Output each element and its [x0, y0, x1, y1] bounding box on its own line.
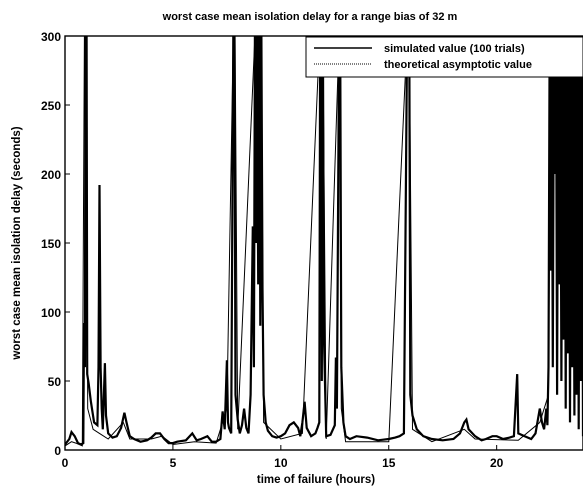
- x-tick-label: 5: [170, 456, 177, 470]
- legend-label-theoretical: theoretical asymptotic value: [384, 59, 532, 71]
- chart-title: worst case mean isolation delay for a ra…: [162, 11, 458, 23]
- series-simulated-line: [65, 36, 583, 446]
- y-tick-label: 300: [41, 30, 61, 44]
- legend: simulated value (100 trials) theoretical…: [305, 36, 583, 78]
- x-axis-label: time of failure (hours): [257, 474, 375, 486]
- legend-box: [305, 36, 583, 78]
- y-tick-label: 0: [54, 444, 61, 458]
- y-tick-label: 200: [41, 168, 61, 182]
- legend-label-simulated: simulated value (100 trials): [384, 43, 525, 55]
- series-theoretical-line: [65, 36, 583, 447]
- y-tick-label: 50: [48, 375, 62, 389]
- y-tick-label: 100: [41, 306, 61, 320]
- y-axis-label: worst case mean isolation delay (seconds…: [11, 126, 23, 360]
- x-tick-label: 10: [274, 456, 288, 470]
- series-layer: [65, 36, 583, 447]
- x-tick-label: 0: [62, 456, 69, 470]
- y-tick-label: 250: [41, 99, 61, 113]
- y-tick-label: 150: [41, 237, 61, 251]
- x-tick-label: 20: [490, 456, 504, 470]
- x-tick-label: 15: [382, 456, 396, 470]
